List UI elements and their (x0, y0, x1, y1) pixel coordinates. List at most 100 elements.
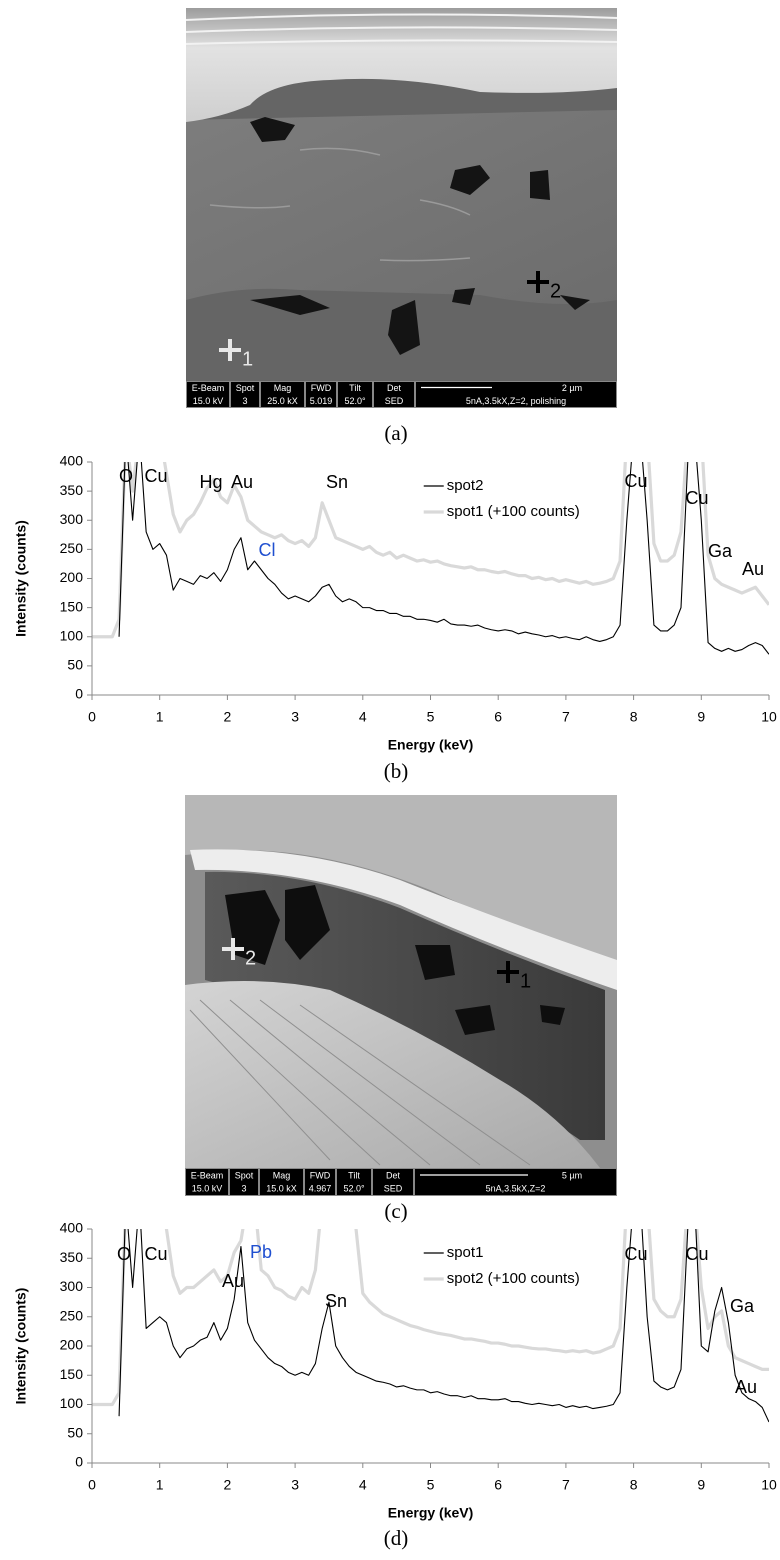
legend-label: spot1 (447, 1244, 484, 1261)
y-tick-label: 350 (60, 482, 84, 498)
marker-label: 1 (520, 970, 531, 992)
info-value: 52.0° (343, 1183, 365, 1193)
info-value: 15.0 kV (193, 396, 224, 406)
x-tick-label: 7 (562, 1477, 570, 1493)
peak-label: Cu (685, 1244, 708, 1264)
info-value: 4.967 (309, 1183, 332, 1193)
x-tick-label: 10 (761, 709, 777, 725)
peak-label: Ga (708, 541, 733, 561)
peak-label: Sn (325, 1291, 347, 1311)
void (225, 885, 565, 1035)
marker-label: 2 (245, 947, 256, 969)
y-tick-label: 50 (67, 1424, 83, 1440)
peak-label: Ga (730, 1296, 755, 1316)
peak-label: Sn (326, 472, 348, 492)
info-value: 3 (242, 396, 247, 406)
info-cell (259, 1168, 304, 1196)
info-cell (414, 1168, 617, 1196)
info-cell (373, 381, 415, 408)
peak-label: Au (222, 1271, 244, 1291)
y-axis-title: Intensity (counts) (13, 520, 29, 637)
x-tick-label: 5 (427, 709, 435, 725)
peak-label: Au (742, 559, 764, 579)
caption: (d) (384, 1526, 409, 1550)
info-header: Spot (236, 383, 255, 393)
info-bar-bg (186, 381, 617, 408)
peak-label: Cu (144, 1244, 167, 1264)
info-header: Tilt (349, 383, 361, 393)
rough-surface (185, 795, 617, 975)
info-cell (415, 381, 617, 408)
x-tick-label: 10 (761, 1477, 777, 1493)
crack (209, 147, 471, 262)
x-tick-label: 8 (630, 1477, 638, 1493)
y-tick-label: 150 (60, 1366, 84, 1382)
y-tick-label: 400 (60, 453, 84, 469)
y-tick-label: 200 (60, 1337, 84, 1353)
info-cell (304, 1168, 336, 1196)
info-header: Mag (273, 1170, 291, 1180)
y-tick-label: 100 (60, 627, 84, 643)
info-header: FWD (311, 383, 332, 393)
x-tick-label: 0 (88, 1477, 96, 1493)
y-tick-label: 350 (60, 1249, 84, 1265)
peak-label: O (117, 1244, 131, 1264)
marker-label: 1 (242, 348, 253, 370)
peak-label: Cu (624, 471, 647, 491)
peak-label: Cu (144, 466, 167, 486)
x-tick-label: 7 (562, 709, 570, 725)
layer (186, 110, 617, 304)
x-tick-label: 6 (494, 1477, 502, 1493)
info-header: Tilt (348, 1170, 360, 1180)
legend-label: spot1 (+100 counts) (447, 503, 580, 520)
info-value: SED (385, 396, 404, 406)
sem-image-c (185, 795, 617, 1196)
spectrum-line (92, 1229, 769, 1407)
marker-cross (497, 961, 519, 983)
y-tick-label: 250 (60, 1307, 84, 1323)
marker-cross (222, 938, 244, 960)
x-tick-label: 2 (224, 1477, 232, 1493)
info-header: Det (386, 1170, 401, 1180)
x-tick-label: 3 (291, 709, 299, 725)
info-value: 5.019 (310, 396, 333, 406)
caption: (a) (384, 421, 407, 445)
x-tick-label: 8 (630, 709, 638, 725)
caption: (c) (384, 1199, 407, 1223)
x-tick-label: 4 (359, 709, 367, 725)
info-value: SED (384, 1183, 403, 1193)
texture (189, 999, 531, 1166)
info-header: E-Beam (191, 1170, 224, 1180)
legend-label: spot2 (+100 counts) (447, 1270, 580, 1287)
info-bar: E-Beam 15.0 kV Spot 3 Mag 15.0 kX FWD 4.967 Tilt… (185, 1168, 617, 1196)
coating (190, 849, 617, 990)
spectrum-line (92, 462, 769, 639)
y-tick-label: 150 (60, 598, 84, 614)
info-value: 15.0 kV (192, 1183, 223, 1193)
y-tick-label: 0 (75, 1454, 83, 1470)
info-bar-bg (185, 1168, 617, 1196)
y-tick-label: 100 (60, 1395, 84, 1411)
striation (186, 13, 617, 45)
info-note: 5nA,3.5kX,Z=2 (486, 1183, 546, 1193)
y-tick-label: 300 (60, 1278, 84, 1294)
peak-label: Cu (685, 488, 708, 508)
x-tick-label: 5 (427, 1477, 435, 1493)
marker-cross (527, 271, 549, 293)
info-cell (336, 1168, 372, 1196)
info-value: 52.0° (344, 396, 366, 406)
info-cell (185, 1168, 229, 1196)
spectrum-line (118, 462, 769, 655)
info-value: 15.0 kX (266, 1183, 297, 1193)
x-tick-label: 0 (88, 709, 96, 725)
info-note: 5nA,3.5kX,Z=2, polishing (466, 396, 566, 406)
x-axis-title: Energy (keV) (388, 1505, 474, 1521)
peak-label: Au (231, 472, 253, 492)
info-value: 25.0 kX (267, 396, 298, 406)
x-tick-label: 2 (224, 709, 232, 725)
x-axis-title: Energy (keV) (388, 737, 474, 753)
info-cell (229, 1168, 259, 1196)
info-value: 3 (241, 1183, 246, 1193)
y-tick-label: 0 (75, 686, 83, 702)
